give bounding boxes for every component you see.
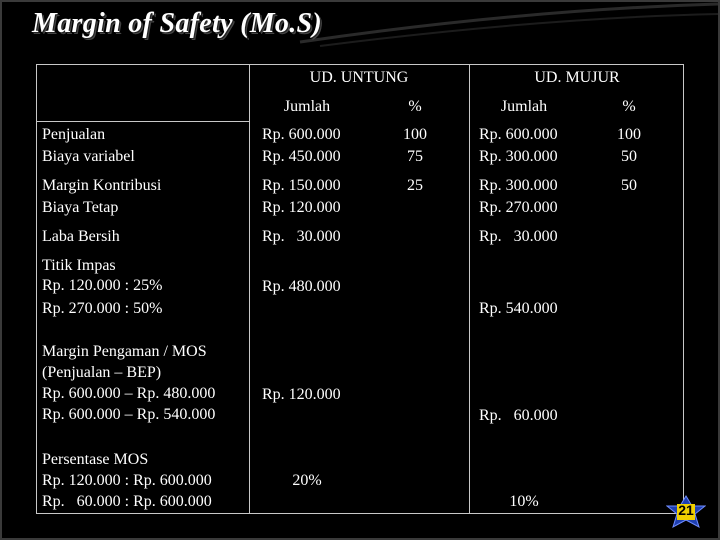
row4-a-value-1: Rp. 480.000 [262,278,341,295]
row6-a-value-1: 20% [292,472,322,489]
row5-b-value-1: Rp. 60.000 [479,407,558,424]
mos-table: UD. UNTUNG UD. MUJUR Jumlah % Jumlah % P… [36,64,684,514]
row1-a-pct-2: 75 [407,148,423,165]
row2-b-value-1: Rp. 300.000 [479,177,558,194]
row2-b-value-2: Rp. 270.000 [479,199,558,216]
row5-label-4: Rp. 600.000 – Rp. 540.000 [42,406,216,423]
page-number-badge-icon [666,495,706,529]
row1-a-value-1: Rp. 600.000 [262,126,341,143]
row1-a-value-2: Rp. 450.000 [262,148,341,165]
page-number: 21 [678,502,694,518]
row6-label-3: Rp. 60.000 : Rp. 600.000 [42,493,212,510]
row2-a-value-1: Rp. 150.000 [262,177,341,194]
row2-b-pct-1: 50 [621,177,637,194]
row1-b-pct-2: 50 [621,148,637,165]
row1-label-2: Biaya variabel [42,148,135,165]
row5-label-3: Rp. 600.000 – Rp. 480.000 [42,385,216,402]
header-jumlah-a: Jumlah [283,98,331,115]
row2-a-pct-1: 25 [407,177,423,194]
row6-b-value-1: 10% [509,493,539,510]
row4-label-2: Rp. 120.000 : 25% [42,277,163,294]
grid-line [469,65,470,513]
grid-line [249,65,250,513]
row1-b-value-2: Rp. 300.000 [479,148,558,165]
row2-label-2: Biaya Tetap [42,199,119,216]
row2-a-value-2: Rp. 120.000 [262,199,341,216]
title-swoosh-decoration [299,2,719,47]
row1-b-pct-1: 100 [617,126,641,143]
row2-label-1: Margin Kontribusi [42,177,162,194]
row6-label-1: Persentase MOS [42,451,149,468]
row3-b-value-1: Rp. 30.000 [479,228,558,245]
row4-label-3: Rp. 270.000 : 50% [42,300,163,317]
row5-a-value-1: Rp. 120.000 [262,386,341,403]
row6-label-2: Rp. 120.000 : Rp. 600.000 [42,472,212,489]
header-pct-a: % [408,98,422,115]
header-company-b: UD. MUJUR [534,69,620,86]
row4-b-value-1: Rp. 540.000 [479,300,558,317]
row5-label-2: (Penjualan – BEP) [42,364,162,381]
row3-label-1: Laba Bersih [42,228,120,245]
header-company-a: UD. UNTUNG [309,69,409,86]
row4-label-1: Titik Impas [42,257,116,274]
slide-title: Margin of Safety (Mo.S) [32,8,323,39]
row3-a-value-1: Rp. 30.000 [262,228,341,245]
header-pct-b: % [622,98,636,115]
row1-a-pct-1: 100 [403,126,427,143]
grid-line [37,121,249,122]
header-jumlah-b: Jumlah [500,98,548,115]
row1-label-1: Penjualan [42,126,106,143]
row1-b-value-1: Rp. 600.000 [479,126,558,143]
row5-label-1: Margin Pengaman / MOS [42,343,207,360]
